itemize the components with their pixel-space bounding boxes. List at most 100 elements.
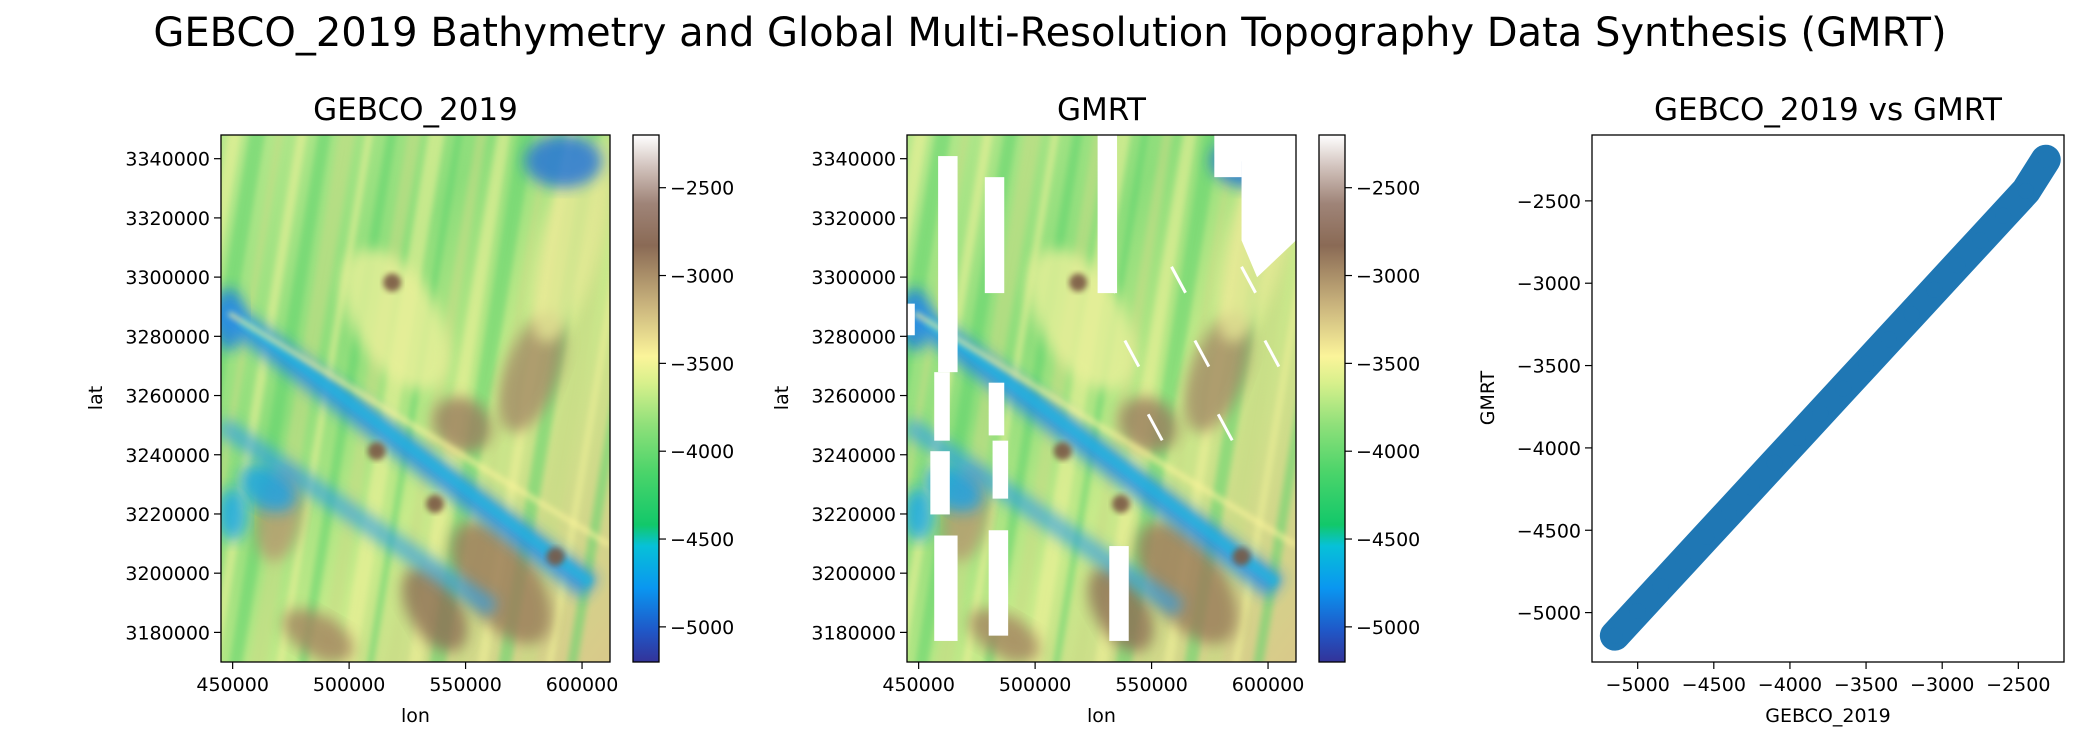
gmrt-colorbar-tick-label: −3000 [1356,266,1420,288]
scatter-point [1858,355,1875,372]
scatter-point [1972,232,1989,249]
gmrt-gap [1241,135,1296,278]
gebco-colorbar-gradient [632,134,660,663]
gebco-terrain-seamount [383,273,402,292]
gmrt-gap [1097,135,1118,294]
gebco-ytick-label: 3220000 [125,504,210,526]
gmrt-ytick-label: 3220000 [811,504,896,526]
gebco-ytick-label: 3280000 [125,326,210,348]
gmrt-terrain-seamount [1069,273,1088,292]
gmrt-gap [934,535,958,641]
gmrt-gap-sliver [1146,413,1164,442]
gmrt-terrain-patch [907,488,935,541]
gebco-terrain-seamount [546,547,565,566]
scatter-xtick-label: −5000 [1606,674,1670,696]
gmrt-colorbar-tick-label: −4000 [1356,441,1420,463]
scatter-point [1606,627,1623,644]
gebco-axes-frame [220,134,611,663]
scatter-point [2017,182,2034,199]
scatter-xlabel: GEBCO_2019 [1765,705,1891,727]
gebco-terrain-trough-core [237,316,594,588]
scatter-point [1995,207,2012,224]
gebco-colorbar-tick-label: −5000 [670,617,734,639]
gmrt-gap [1109,546,1129,641]
gebco-terrain-field [29,109,610,689]
scatter-point [1949,257,1966,274]
gebco-terrain-streak [546,283,610,662]
gmrt-terrain-streak [907,135,952,398]
gebco-terrain-patch [282,608,354,662]
scatter-xtick-label: −4000 [1758,674,1822,696]
gmrt-colorbar-tick-label: −5000 [1356,617,1420,639]
gmrt-data-gaps [907,135,1296,641]
scatter-point [1880,331,1897,348]
gebco-terrain-patch [432,396,492,453]
gebco-ytick-label: 3300000 [125,267,210,289]
gmrt-ytick-label: 3260000 [811,386,896,408]
gebco-ytick-label: 3200000 [125,563,210,585]
gmrt-ytick-label: 3280000 [811,326,896,348]
gmrt-gap [988,382,1005,436]
scatter-point [2037,151,2054,168]
gmrt-heatmap [907,135,1296,662]
gmrt-gap [992,440,1009,499]
gmrt-gap-sliver [1240,266,1257,294]
gmrt-xtick-label: 500000 [999,674,1072,696]
scatter-ytick-label: −4500 [1517,520,1581,542]
gmrt-terrain-rim [913,311,1296,548]
scatter-xtick-label: −4500 [1682,674,1746,696]
scatter-xtick-label: −2500 [1986,674,2050,696]
scatter-point [1743,479,1760,496]
gebco-terrain-streak [221,135,242,255]
scatter-point [1766,454,1783,471]
gebco-ytick-label: 3180000 [125,622,210,644]
gebco-xtick-label: 500000 [313,674,386,696]
gmrt-ytick-label: 3180000 [811,622,896,644]
gmrt-xtick-label: 600000 [1232,674,1305,696]
scatter-point [1926,281,1943,298]
gmrt-title: GMRT [1057,92,1147,128]
gmrt-gap-sliver [1263,339,1281,368]
scatter-point [1903,306,1920,323]
gebco-terrain-patch [524,135,603,188]
gebco-heatmap [29,109,610,689]
gebco-colorbar-tick-label: −3000 [670,266,734,288]
scatter-point [1629,602,1646,619]
gebco-terrain-patch [530,138,610,343]
gmrt-ytick-label: 3300000 [811,267,896,289]
gebco-terrain-streak [29,109,126,689]
scatter-point [1652,578,1669,595]
gmrt-colorbar-tick-label: −2500 [1356,178,1420,200]
gmrt-gap [988,530,1009,636]
gebco-colorbar-tick-label: −4000 [670,441,734,463]
gmrt-terrain-streak [1052,135,1149,662]
scatter-title: GEBCO_2019 vs GMRT [1654,92,2003,128]
gmrt-xticks: 450000 500000 550000 600000 [882,662,1304,696]
gmrt-ytick-label: 3240000 [811,445,896,467]
gmrt-xlabel: lon [1087,705,1116,727]
gmrt-terrain-seamount [1232,547,1251,566]
gebco-terrain-streak [229,135,331,662]
gebco-colorbar-tick-label: −2500 [670,178,734,200]
gebco-ytick-label: 3320000 [125,208,210,230]
scatter-ytick-label: −2500 [1517,191,1581,213]
gmrt-gap-sliver [1123,339,1141,368]
gebco-xtick-label: 450000 [196,674,269,696]
gmrt-gap [938,156,958,373]
gmrt-ytick-label: 3320000 [811,208,896,230]
gebco-title: GEBCO_2019 [313,92,518,128]
gmrt-axes-frame [906,134,1297,663]
scatter-point [1835,380,1852,397]
gmrt-colorbar-gradient [1318,134,1346,663]
scatter-axes-frame [1591,134,2065,663]
gebco-ylabel: lat [85,386,107,410]
gebco-terrain-streak [221,135,307,648]
scatter-point [1721,504,1738,521]
scatter-point [1698,528,1715,545]
gmrt-gap [907,303,915,336]
gebco-xticks: 450000 500000 550000 600000 [196,662,618,696]
gebco-terrain-streak [339,135,445,662]
gebco-terrain-streak [221,135,266,398]
figure-suptitle: GEBCO_2019 Bathymetry and Global Multi-R… [153,10,1946,56]
